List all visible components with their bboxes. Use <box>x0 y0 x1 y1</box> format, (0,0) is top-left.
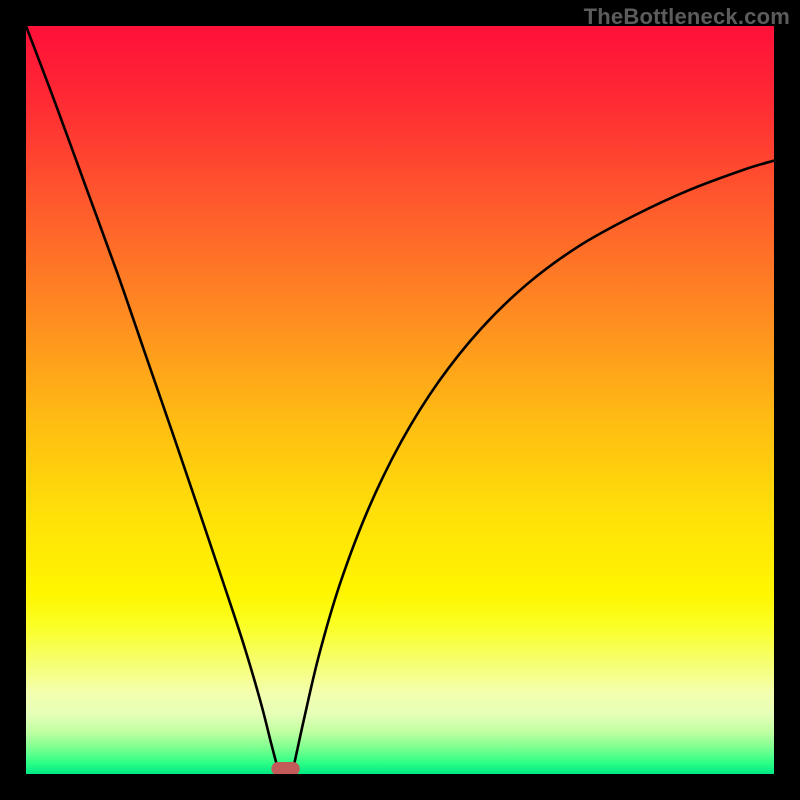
chart-frame: TheBottleneck.com <box>0 0 800 800</box>
watermark-text: TheBottleneck.com <box>584 4 790 30</box>
gradient-background <box>26 26 774 774</box>
minimum-marker <box>271 762 299 774</box>
plot-area <box>26 26 774 774</box>
bottleneck-chart <box>26 26 774 774</box>
